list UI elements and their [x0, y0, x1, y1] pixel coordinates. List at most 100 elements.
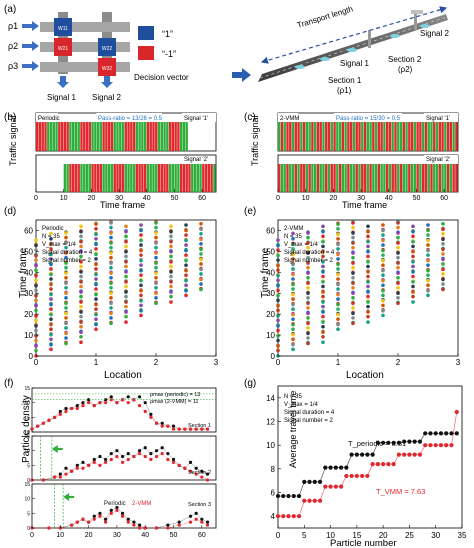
signal-stripe [135, 122, 139, 151]
travel-time-point [386, 440, 391, 445]
trajectory-point [79, 254, 83, 259]
density-point [115, 508, 119, 512]
travel-time-point [444, 431, 449, 436]
density-point [137, 526, 142, 530]
trajectory-point [411, 280, 415, 284]
weight-cell [98, 58, 116, 76]
x-tick-label: 20 [87, 195, 95, 202]
density-point [177, 520, 181, 524]
legend-label-minus-one: “-1” [162, 49, 176, 59]
trajectory-point [411, 254, 415, 259]
density-point [104, 401, 108, 405]
trajectory-point [34, 243, 38, 248]
signal-stripe [366, 164, 369, 192]
y-tick-label: 60 [266, 226, 275, 235]
signal-stripe [358, 122, 361, 151]
trajectory-point [64, 271, 68, 275]
signal-stripe [314, 122, 317, 151]
road-signal-1: Signal 1 [340, 59, 369, 68]
trajectory-point [169, 244, 173, 249]
trajectory-point [124, 224, 128, 229]
panel-a: (a) W11 W21 W22 W32 ρ1 ρ2 ρ3 Signal 1 Signa… [4, 4, 449, 102]
density-point [41, 421, 45, 425]
trajectory-point [154, 235, 158, 240]
signal-stripe [408, 122, 411, 151]
trajectory-point [34, 298, 38, 303]
signal-stripe [132, 164, 136, 192]
density-point [205, 523, 210, 527]
density-point [137, 395, 142, 399]
c-xaxis: 0 10 20 30 40 50 60 [276, 189, 448, 202]
signal-stripe [438, 164, 441, 192]
trajectory-point [64, 231, 68, 235]
trajectory-point [381, 248, 385, 253]
trajectory-point [336, 277, 340, 281]
travel-time-point [370, 452, 375, 457]
trajectory-point [291, 242, 295, 247]
signal-stripe [91, 164, 94, 192]
density-point [166, 457, 170, 462]
trajectory-point [381, 268, 385, 273]
signal-stripe [36, 122, 39, 151]
signal-stripe [171, 122, 175, 151]
g-legend-2: Signal duration = 4 [284, 410, 335, 416]
signal-stripe [386, 122, 389, 151]
trajectory-point [351, 271, 355, 275]
trajectory-point [139, 243, 143, 247]
trajectory-point [351, 316, 355, 320]
trajectory-point [306, 285, 310, 290]
trajectory-point [139, 293, 143, 298]
trajectory-point [396, 251, 400, 255]
density-point [104, 520, 108, 524]
travel-time-point [291, 514, 296, 519]
d-legend-1: N = 35 [42, 234, 61, 240]
signal-stripe [163, 122, 166, 151]
trajectory-point [336, 262, 340, 267]
density-point [188, 514, 193, 518]
density-point [143, 409, 147, 414]
signal-stripe [291, 164, 295, 192]
density-point [115, 454, 119, 459]
trajectory-point [109, 311, 113, 316]
signal-stripe [96, 164, 100, 192]
signal-stripe [138, 164, 141, 192]
trajectory-point [351, 251, 355, 255]
signal-stripe [171, 164, 175, 192]
f-section1-label: Section 1 [188, 423, 211, 429]
trajectory-point [351, 296, 355, 300]
trajectory-point [411, 229, 415, 234]
signal-stripe [341, 122, 345, 151]
density-point [115, 449, 119, 453]
trajectory-point [276, 263, 280, 268]
trajectory-point [396, 291, 400, 296]
trajectory-point [336, 292, 340, 297]
d-trajectory-points [34, 220, 203, 358]
trajectory-point [381, 238, 385, 243]
trajectory-point [154, 251, 158, 255]
trajectory-point [94, 292, 98, 297]
trajectory-point [291, 317, 295, 321]
trajectory-point [306, 245, 310, 250]
density-point [171, 457, 176, 462]
trajectory-point [184, 288, 188, 293]
weight-label: W11 [58, 26, 68, 32]
trajectory-point [426, 263, 430, 267]
weight-cells: W11 W21 W22 W32 [54, 18, 116, 76]
trajectory-point [79, 340, 83, 344]
travel-time-point [365, 452, 370, 457]
trajectory-point [124, 244, 128, 249]
travel-time-point [275, 514, 281, 519]
signal-stripe [278, 122, 281, 151]
trajectory-point [64, 326, 68, 330]
trajectory-point [49, 312, 53, 317]
density-point [92, 404, 96, 408]
signal-stripe [372, 164, 375, 192]
signal-stripe [427, 164, 430, 192]
x-tick-label: 60 [440, 195, 448, 202]
signal-stripe [174, 122, 177, 151]
trajectory-point [321, 304, 325, 309]
trajectory-point [276, 238, 280, 242]
trajectory-point [366, 274, 370, 279]
density-point [87, 401, 91, 405]
